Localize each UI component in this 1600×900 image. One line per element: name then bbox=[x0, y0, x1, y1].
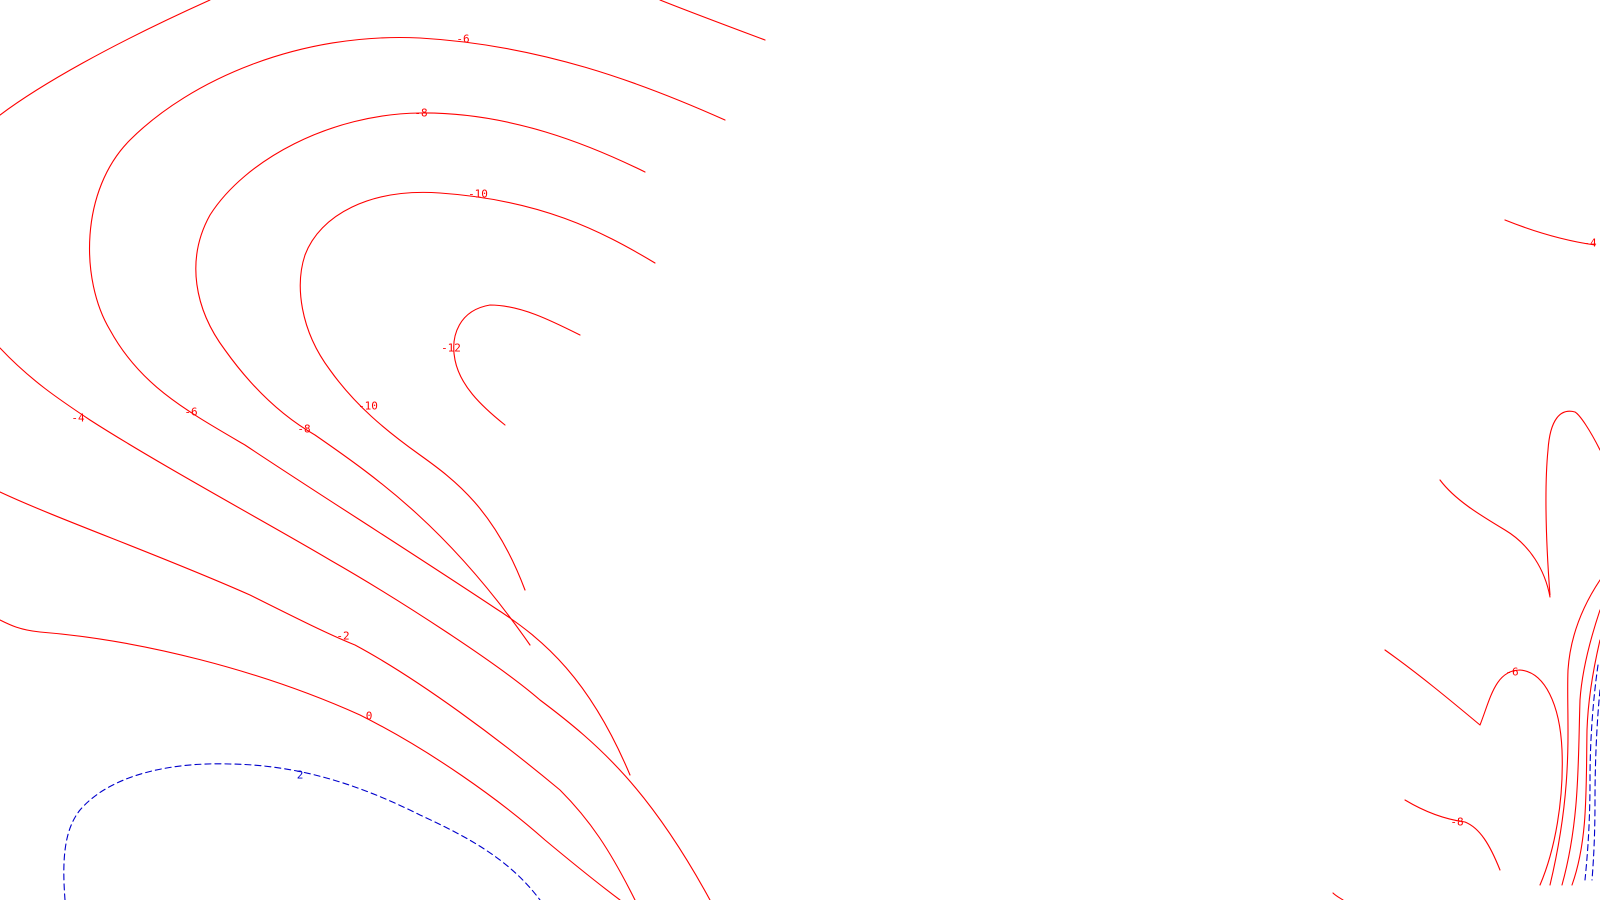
contour-line-minus-8 bbox=[195, 112, 646, 646]
contour-line-minus-12 bbox=[453, 304, 581, 426]
contour-line-zero bbox=[0, 619, 621, 900]
contour-line-plus-2 bbox=[63, 763, 541, 900]
contour-line-bottom-fragment bbox=[1332, 892, 1344, 900]
contour-line-minus-8-right bbox=[1404, 799, 1501, 871]
contour-line-right-diagonal bbox=[1439, 479, 1551, 598]
contour-label: -12 bbox=[441, 342, 461, 355]
contour-line-right-dense-3 bbox=[1571, 639, 1600, 886]
contour-line-blue-dense-1 bbox=[1584, 664, 1599, 881]
contour-line-minus-6 bbox=[89, 36, 726, 776]
contour-line-minus-4-lower bbox=[0, 347, 711, 900]
contour-label: -10 bbox=[468, 188, 488, 201]
contour-line-minus-10 bbox=[299, 191, 656, 591]
contour-line-minus-6-right bbox=[1384, 649, 1563, 886]
contour-label: 0 bbox=[366, 710, 373, 723]
contour-label: 2 bbox=[297, 769, 304, 782]
contour-label: -6 bbox=[1505, 666, 1518, 679]
contour-label: -8 bbox=[1450, 816, 1463, 829]
contour-label: -2 bbox=[336, 630, 349, 643]
contour-line-right-dense-1 bbox=[1549, 579, 1600, 886]
contour-line-minus-4-top bbox=[0, 0, 211, 116]
contour-label: -6 bbox=[456, 33, 469, 46]
contour-line-right-loop bbox=[1545, 410, 1600, 596]
contour-labels: -6 -8 -10 -12 -4 -6 -8 -10 -2 0 2 -4 -6 … bbox=[71, 33, 1597, 829]
contour-label: -8 bbox=[297, 423, 310, 436]
contour-line-blue-dense-2 bbox=[1591, 689, 1600, 881]
contour-label: -4 bbox=[1583, 237, 1597, 250]
contour-label: -10 bbox=[358, 400, 378, 413]
contour-line-right-dense-2 bbox=[1561, 609, 1600, 886]
contour-line-minus-2 bbox=[0, 491, 636, 900]
contour-line-top-right-fragment bbox=[659, 0, 766, 41]
contour-label: -8 bbox=[414, 107, 427, 120]
positive-contours bbox=[63, 664, 1600, 900]
contour-line-minus-4-right bbox=[1504, 219, 1596, 246]
contour-label: -4 bbox=[71, 412, 85, 425]
contour-label: -6 bbox=[184, 406, 197, 419]
